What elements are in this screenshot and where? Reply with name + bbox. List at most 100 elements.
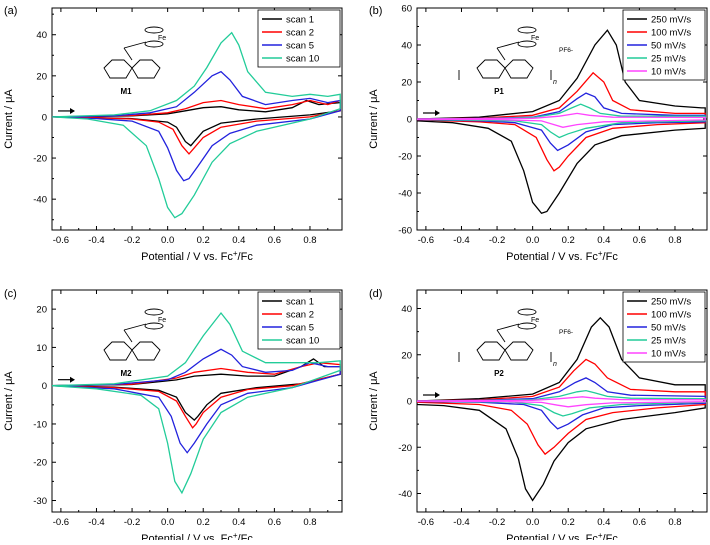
x-tick-label: 0.0: [161, 235, 174, 246]
legend-label: scan 10: [286, 336, 319, 347]
x-tick-label: 0.2: [562, 517, 575, 528]
cyclopentadienyl-ring: [517, 26, 537, 34]
x-tick-label: 0.4: [597, 235, 610, 246]
series-line-10-mVs: [417, 112, 706, 128]
bridge-bond: [123, 47, 133, 61]
legend-label: 250 mV/s: [651, 15, 691, 26]
x-axis-label: Potential / V vs. Fc+/Fc: [506, 531, 618, 540]
molecule-label: P2: [494, 369, 504, 378]
molecule-structure: [103, 26, 164, 79]
molecule-structure: [103, 308, 164, 361]
series-line-10-mVs: [417, 396, 706, 408]
y-axis-label: Current / μA: [368, 371, 380, 431]
x-tick-label: 0.0: [161, 517, 174, 528]
counterion-label: PF6-: [559, 329, 573, 336]
linker-bond: [123, 323, 147, 331]
fe-label: Fe: [158, 317, 166, 324]
y-axis-label: Current / μA: [3, 371, 15, 431]
x-tick-label: 0.6: [633, 235, 646, 246]
x-tick-label: 0.4: [232, 235, 245, 246]
y-tick-label: 20: [36, 71, 47, 82]
y-tick-label: -20: [33, 154, 47, 165]
y-tick-label: 0: [407, 115, 412, 126]
y-axis-label: Current / μA: [3, 89, 15, 149]
linker-bond: [496, 41, 520, 49]
x-tick-label: -0.4: [453, 235, 469, 246]
series-line-100-mVs: [417, 71, 706, 172]
y-tick-label: 20: [36, 305, 47, 316]
plot-frame: [51, 289, 343, 513]
y-tick-label: 0: [407, 397, 412, 408]
x-tick-label: -0.6: [53, 517, 69, 528]
legend-label: 25 mV/s: [651, 54, 686, 65]
series-line-scan-1: [52, 99, 341, 147]
molecule-label: M2: [120, 369, 132, 378]
x-tick-label: 0.2: [562, 235, 575, 246]
x-tick-label: 0.8: [303, 517, 316, 528]
series-line-50-mVs: [417, 377, 706, 430]
cyclopentadienyl-ring: [144, 26, 164, 34]
legend-label: scan 1: [286, 15, 314, 26]
x-tick-label: -0.2: [489, 235, 505, 246]
thiophene-ring: [131, 341, 161, 361]
x-axis-label: Potential / V vs. Fc+/Fc: [141, 249, 253, 263]
legend-label: 10 mV/s: [651, 349, 686, 360]
cyclopentadienyl-ring: [144, 322, 164, 330]
x-tick-label: -0.6: [418, 517, 434, 528]
thiophene-ring: [103, 59, 133, 79]
linker-bond: [123, 41, 147, 49]
x-tick-label: 0.6: [633, 517, 646, 528]
series-line-250-mVs: [417, 29, 706, 215]
panel-label: (a): [4, 5, 17, 17]
x-axis-label: Potential / V vs. Fc+/Fc: [141, 531, 253, 540]
fe-label: Fe: [531, 317, 539, 324]
fe-label: Fe: [158, 35, 166, 42]
cyclopentadienyl-ring: [517, 308, 537, 316]
legend-label: scan 1: [286, 297, 314, 308]
polymer-bracket: [458, 70, 552, 80]
y-tick-label: -30: [33, 496, 47, 507]
x-tick-label: 0.4: [232, 517, 245, 528]
bridge-bond: [123, 329, 133, 343]
cyclopentadienyl-ring: [517, 322, 537, 330]
repeat-n-label: n: [553, 79, 557, 86]
y-tick-label: 20: [401, 78, 412, 89]
legend-label: 250 mV/s: [651, 297, 691, 308]
y-tick-label: -40: [33, 195, 47, 206]
y-axis-label: Current / μA: [368, 89, 380, 149]
x-tick-label: 0.8: [668, 235, 681, 246]
molecule-structure: [458, 26, 552, 80]
y-tick-label: -20: [33, 458, 47, 469]
plot-frame: [51, 7, 343, 231]
legend-label: 50 mV/s: [651, 323, 686, 334]
legend-label: scan 2: [286, 28, 314, 39]
panel-a: (a) -0.6 -0.4 -0.2 0.0 0.2 0.4 0.6 0.8 -40 -20 0 20 4…: [3, 5, 343, 263]
counterion-label: PF6-: [559, 47, 573, 54]
x-tick-label: 0.6: [268, 235, 281, 246]
y-tick-label: -10: [33, 419, 47, 430]
panel-c: (c) -0.6 -0.4 -0.2 0.0 0.2 0.4 0.6 0.8 -30 -20 -10 0…: [3, 288, 343, 545]
series-line-scan-10: [52, 311, 341, 495]
y-tick-label: -20: [398, 152, 412, 163]
y-tick-label: 0: [42, 112, 47, 123]
legend-label: scan 2: [286, 310, 314, 321]
cyclopentadienyl-ring: [144, 40, 164, 48]
x-tick-label: 0.8: [303, 235, 316, 246]
polymer-bracket: [458, 352, 552, 362]
x-tick-label: 0.2: [197, 235, 210, 246]
series-line-scan-5: [52, 348, 341, 454]
x-tick-label: 0.0: [526, 517, 539, 528]
x-tick-label: -0.2: [124, 517, 140, 528]
linker-bond: [496, 323, 520, 331]
fe-label: Fe: [531, 35, 539, 42]
y-tick-label: 40: [36, 30, 47, 41]
panel-b: (b) -0.6 -0.4 -0.2 0.0 0.2 0.4 0.6 0.8 -60 -40 -20 0…: [368, 4, 708, 263]
x-tick-label: -0.2: [124, 235, 140, 246]
sweep-arrow-head: [70, 376, 75, 383]
panel-label: (c): [4, 288, 17, 300]
molecule-structure: [458, 308, 552, 362]
sweep-arrow-head: [435, 110, 440, 116]
sweep-arrow-head: [435, 392, 440, 398]
